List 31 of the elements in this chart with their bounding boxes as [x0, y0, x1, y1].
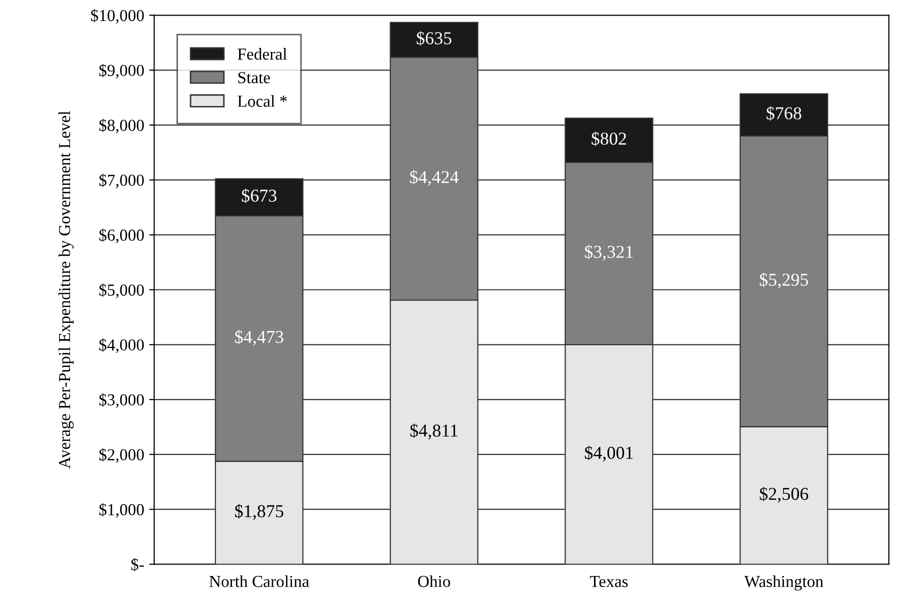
x-tick-label: Washington [744, 575, 824, 591]
data-label: $2,506 [760, 486, 808, 503]
data-label: $673 [242, 188, 276, 203]
y-tick-label: $5,000 [99, 283, 144, 298]
legend-label: State [238, 72, 270, 84]
y-tick-label: $6,000 [99, 228, 144, 244]
x-tick-label: Ohio [418, 575, 450, 588]
data-label: $768 [766, 106, 802, 121]
legend-label: Federal [238, 48, 287, 60]
y-tick-label: $1,000 [99, 503, 144, 518]
data-label: $3,321 [584, 244, 633, 261]
y-tick-label: $9,000 [99, 64, 144, 78]
y-tick-label: $2,000 [99, 448, 144, 463]
y-axis-title: Average Per-Pupil Expenditure by Government Level [58, 111, 74, 469]
data-label: $4,473 [235, 330, 284, 346]
y-tick-label: $3,000 [99, 393, 144, 408]
data-label: $4,424 [410, 170, 459, 186]
x-tick-label: Texas [590, 576, 628, 588]
data-label: $4,811 [410, 423, 458, 440]
y-tick-label: $7,000 [99, 174, 144, 188]
y-tick-label: $8,000 [99, 118, 144, 134]
data-label: $1,875 [235, 504, 284, 520]
y-tick-label: $- [131, 558, 144, 572]
y-tick-label: $4,000 [99, 338, 144, 353]
data-label: $802 [592, 132, 626, 146]
data-label: $4,001 [584, 446, 633, 462]
y-tick-label: $10,000 [91, 8, 144, 24]
x-tick-label: North Carolina [209, 575, 310, 588]
data-label: $635 [416, 31, 452, 46]
legend-label: Local * [238, 95, 287, 107]
data-label: $5,295 [760, 272, 808, 288]
